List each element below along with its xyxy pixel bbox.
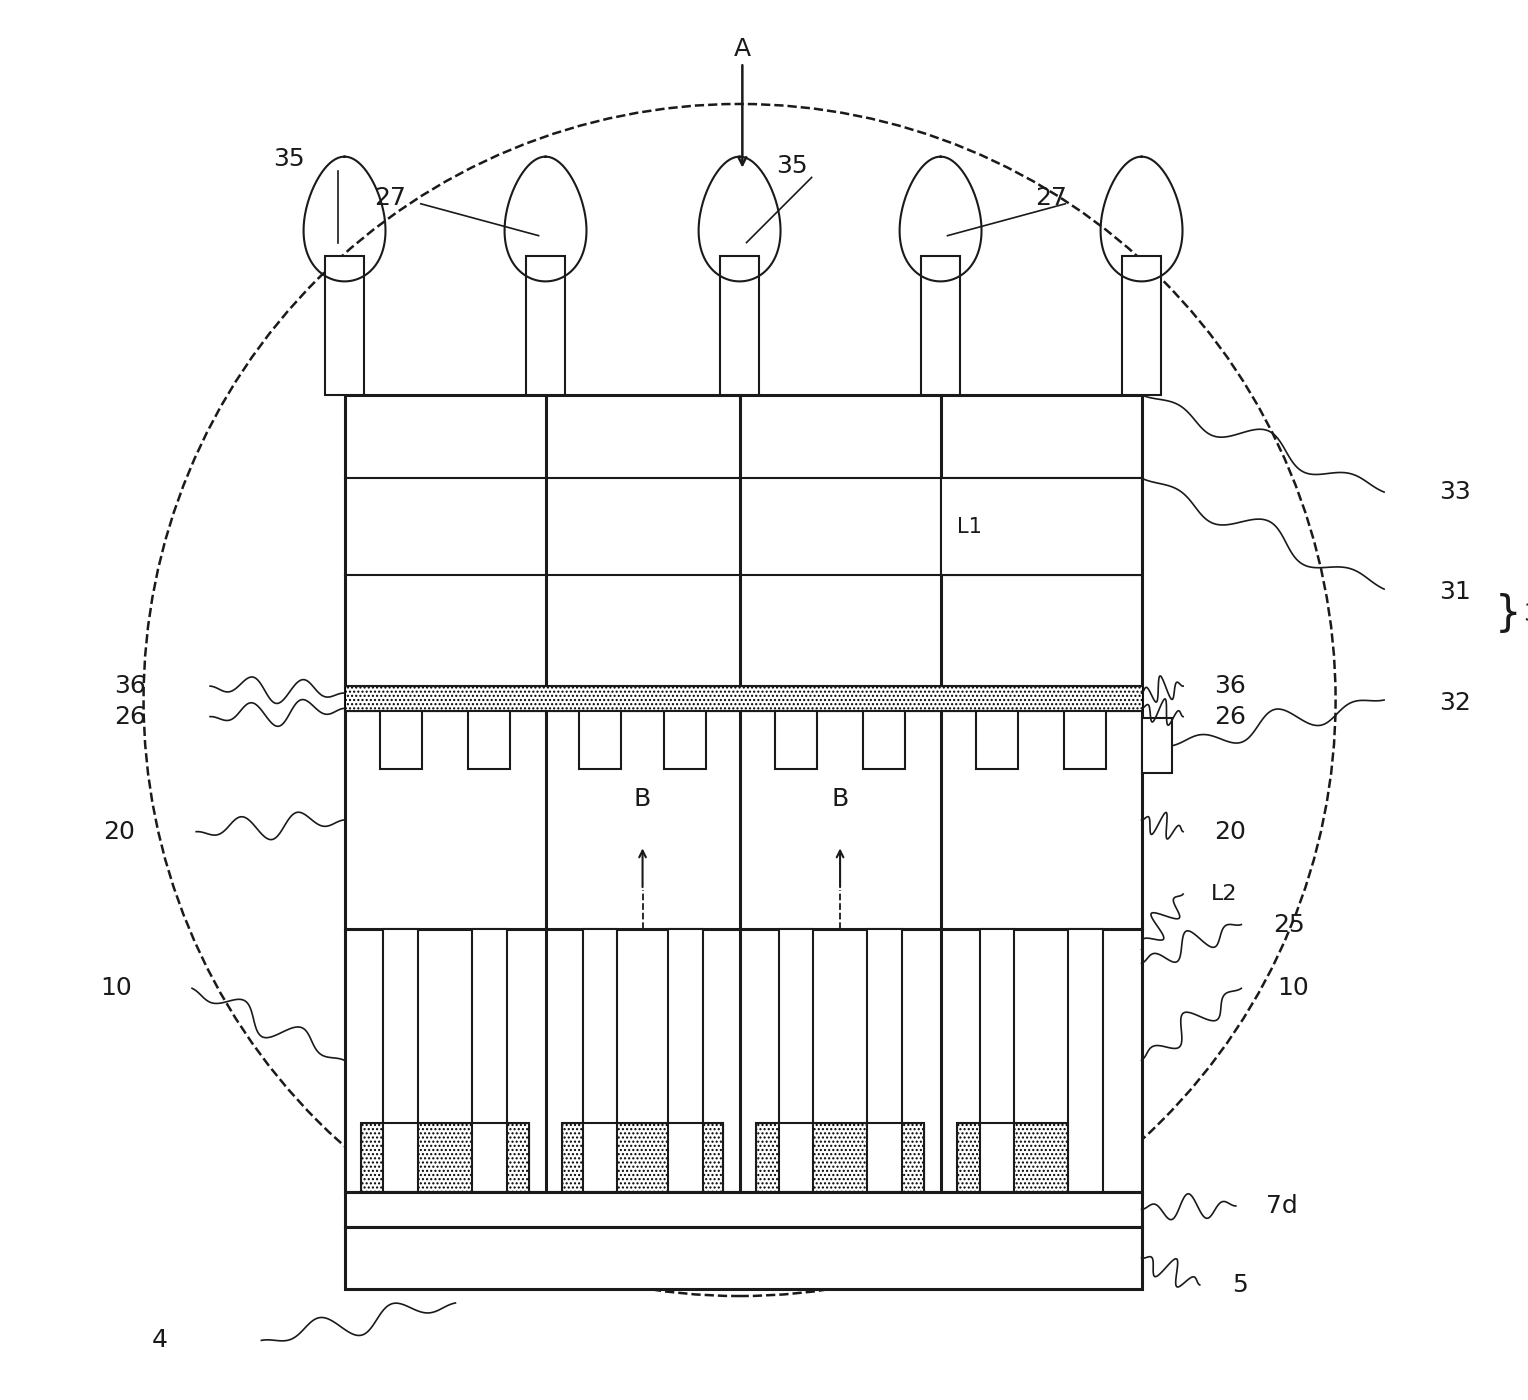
Bar [361, 1123, 529, 1191]
Bar [979, 928, 1015, 1191]
Text: 35: 35 [274, 147, 306, 171]
Bar [1141, 718, 1172, 773]
Text: 7d: 7d [1267, 1194, 1299, 1218]
Bar [361, 1123, 529, 1191]
Bar [344, 686, 1141, 711]
Bar [344, 1226, 1141, 1289]
Text: 33: 33 [1439, 480, 1471, 504]
Text: L1: L1 [957, 517, 983, 536]
Text: }: } [1494, 594, 1522, 636]
Text: L2: L2 [1210, 883, 1238, 904]
Bar [957, 1123, 1068, 1191]
Bar [384, 928, 419, 1191]
Text: 20: 20 [1213, 819, 1245, 844]
Bar [469, 711, 510, 770]
Text: 35: 35 [776, 154, 808, 178]
Text: 27: 27 [374, 186, 406, 210]
Text: 34: 34 [1523, 602, 1528, 626]
Text: 10: 10 [1277, 976, 1309, 1001]
Bar [1065, 711, 1106, 770]
Text: 5: 5 [1232, 1273, 1247, 1296]
Text: A: A [733, 36, 750, 60]
Bar [863, 711, 905, 770]
Text: 10: 10 [99, 976, 131, 1001]
Text: 36: 36 [1213, 675, 1245, 699]
Text: 32: 32 [1439, 690, 1471, 715]
Text: 20: 20 [102, 819, 134, 844]
Bar [720, 256, 759, 395]
Bar [957, 1123, 1068, 1191]
Bar [582, 928, 617, 1191]
Bar [562, 1123, 723, 1191]
Text: B: B [831, 787, 848, 811]
Bar [344, 1191, 1141, 1226]
Bar [380, 711, 422, 770]
Text: B: B [634, 787, 651, 811]
Bar [472, 928, 507, 1191]
Bar [668, 928, 703, 1191]
Bar [941, 479, 1141, 575]
Bar [562, 1123, 723, 1191]
Bar [665, 711, 706, 770]
Text: 26: 26 [113, 704, 145, 728]
Text: 4: 4 [153, 1329, 168, 1352]
Bar [976, 711, 1018, 770]
Bar [921, 256, 960, 395]
Text: 25: 25 [1273, 913, 1305, 937]
Bar [579, 711, 620, 770]
Text: 26: 26 [1213, 704, 1245, 728]
Text: 31: 31 [1439, 580, 1471, 603]
Bar [1122, 256, 1161, 395]
Bar [756, 1123, 924, 1191]
Bar [344, 395, 1141, 1191]
Text: 36: 36 [113, 675, 145, 699]
Bar [775, 711, 816, 770]
Bar [779, 928, 813, 1191]
Text: 27: 27 [1036, 186, 1068, 210]
Bar [1068, 928, 1103, 1191]
Bar [325, 256, 364, 395]
Bar [756, 1123, 924, 1191]
Bar [866, 928, 902, 1191]
Bar [526, 256, 565, 395]
